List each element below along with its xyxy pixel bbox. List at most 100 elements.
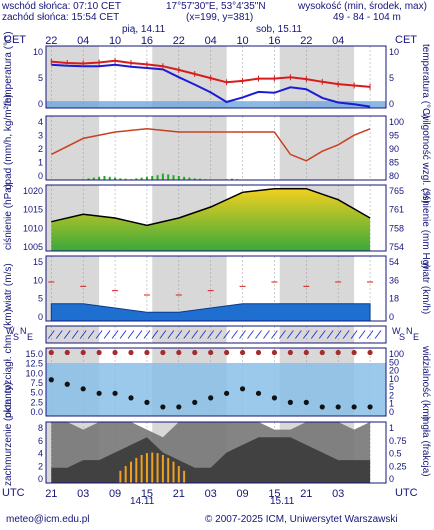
elevation-title: wysokość (min, środek, max) [298,1,427,12]
wind-dir-arrow [326,330,334,339]
fog-bar [140,454,143,483]
day2-top: sob, 15.11 [256,24,302,35]
pressure-left-tick: 1010 [23,223,43,233]
visibility-right-tick: 10 [389,374,399,384]
wind-dir-arrow [191,330,199,339]
bottom-hour-label: 03 [77,488,89,500]
cloud-base-point [176,404,182,410]
precip-bar [119,178,122,180]
cloud-top-point [367,349,373,356]
precip-night-band [279,116,355,180]
precip-right-tick: 80 [389,171,399,181]
precip-bar [92,177,95,180]
clouds-left-tick: 8 [38,423,43,433]
precip-bar [177,176,180,180]
precip-left-tick: 1 [38,158,43,168]
cloud-base-point [271,395,278,401]
cloud-base-point [160,404,166,410]
visibility-right-tick: 50 [389,357,399,367]
precip-bar [87,178,90,180]
winddir-night-band [46,326,100,343]
precip-bar [172,175,175,180]
wind-left-tick: 15 [33,257,43,267]
bottom-hour-label: 03 [332,488,344,500]
visibility-left-tick: 2.5 [30,397,43,407]
grid-text: (x=199, y=381) [186,12,254,23]
winddir-right-letter: W [392,326,401,336]
elevation-values: 49 - 84 - 104 m [333,12,401,23]
temperature-right-tick: 0 [389,99,394,109]
bottom-hour-label: 09 [236,488,248,500]
precip-bar [135,178,138,180]
wind-dir-arrow [71,330,79,339]
wind-dir-arrow [334,330,342,339]
temp-zero-band [46,101,386,108]
cloud-base-point [367,404,373,410]
precip-bar [193,178,196,180]
wind-dir-arrow [350,330,358,339]
fog-bar [177,466,180,483]
fog-bar [130,461,132,483]
bottom-hour-label: 15 [141,488,153,500]
visibility-right-tick: 5 [389,382,394,392]
precip-bar [167,174,170,180]
fog-bar [151,452,154,483]
wind-dir-arrow [135,330,143,339]
cloud-base-point [80,386,86,392]
temperature-frame [45,45,387,109]
precip-right-tick: 95 [389,131,399,141]
cloud-base-point [208,395,214,401]
footer-copyright: © 2007-2025 ICM, Uniwersytet Warszawski [205,514,398,525]
visibility-right-tick: 1 [389,399,394,409]
precip-bar [124,178,127,180]
fog-bar [135,457,138,483]
visibility-left-tick: 10.0 [25,368,43,378]
cloud-base-point [239,386,246,392]
cloud-base-point [112,390,118,396]
winddir-left-letter: W [6,326,15,336]
wind-dir-arrow [295,330,302,339]
pressure-right-tick: 761 [389,205,404,215]
wind-dir-arrow [183,330,191,339]
precip-bar [103,176,106,180]
clouds-left-tick: 6 [38,436,43,446]
precip-right-tick: 85 [389,158,399,168]
cloud-top-point [335,349,341,356]
clouds-right-tick: 0.25 [389,461,407,471]
wind-dir-arrow [223,330,230,339]
winddir-left-letter: S [13,332,19,342]
wind-dir-arrow [302,330,310,339]
visibility-frame [45,347,387,417]
footer-email[interactable]: meteo@icm.edu.pl [6,514,90,525]
wind-dir-arrow [175,330,183,339]
cloud-base-point [287,399,293,405]
wind-dir-arrow [215,330,222,339]
pressure-left-tick: 1020 [23,186,43,196]
fog-bar [156,453,159,483]
fog-bar [161,454,164,483]
wind-dir-arrow [239,330,246,339]
cloud-top-point [303,349,309,356]
coords-text: 17°57'30"E, 53°4'35"N [166,1,266,12]
cloud-base-point [128,395,134,401]
cloud-top-point [48,349,54,356]
precip-left-tick: 4 [38,117,43,127]
wind-dir-arrow [111,330,119,339]
pressure-left-tick: 1005 [23,242,43,252]
visibility-right-tick: 2 [389,390,394,400]
wind-dir-arrow [103,330,111,339]
wind-dir-arrow [119,330,127,339]
fog-bar [119,470,122,483]
visibility-left-tick: 5.0 [30,388,43,398]
wind-dir-arrow [255,330,262,339]
temperature-left-tick: 10 [33,47,43,57]
wind-dir-arrow [231,330,238,339]
fog-bar [183,470,186,483]
cloud-base-point [224,390,230,396]
top-hour-label: 04 [77,35,89,47]
precip-frame [45,115,387,181]
pressure-right-tick: 754 [389,242,404,252]
wind-dir-arrow [279,330,286,339]
visibility-right-tick: 0 [389,407,394,417]
